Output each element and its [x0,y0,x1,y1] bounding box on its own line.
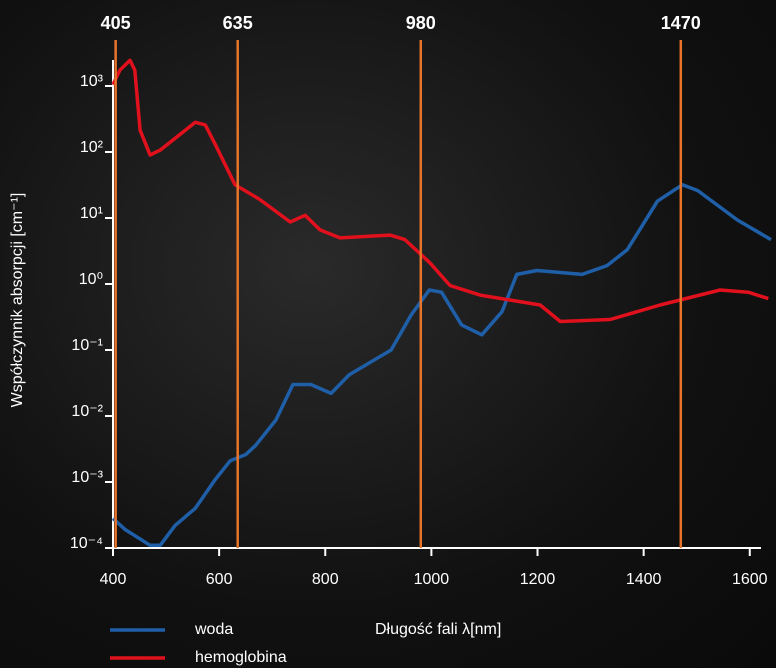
y-tick-label: 10⁻¹ [71,337,103,354]
y-tick-label: 10² [80,139,104,156]
y-tick-label: 10⁰ [79,271,103,288]
marker-label: 405 [101,13,131,33]
x-tick-label: 400 [100,571,127,588]
x-tick-label: 1400 [626,571,662,588]
legend-label: hemoglobina [195,649,287,666]
x-tick-label: 1600 [732,571,768,588]
x-tick-label: 600 [206,571,233,588]
series-line [111,58,769,324]
y-tick-label: 10⁻⁴ [70,535,103,552]
legend-label: woda [194,621,233,638]
y-axis-label: Współczynnik absorpcji [cm⁻¹] [9,193,26,408]
x-tick-label: 1000 [414,571,450,588]
y-tick-label: 10⁻³ [71,469,103,486]
y-tick-label: 10⁻² [71,403,103,420]
series-line [111,182,772,548]
x-tick-label: 800 [312,571,339,588]
x-tick-label: 1200 [520,571,556,588]
x-axis-label: Długość fali λ[nm] [375,621,501,638]
marker-label: 1470 [661,13,701,33]
marker-label: 980 [406,13,436,33]
marker-label: 635 [223,13,253,33]
y-tick-label: 10¹ [80,205,103,222]
y-tick-label: 10³ [80,73,104,90]
